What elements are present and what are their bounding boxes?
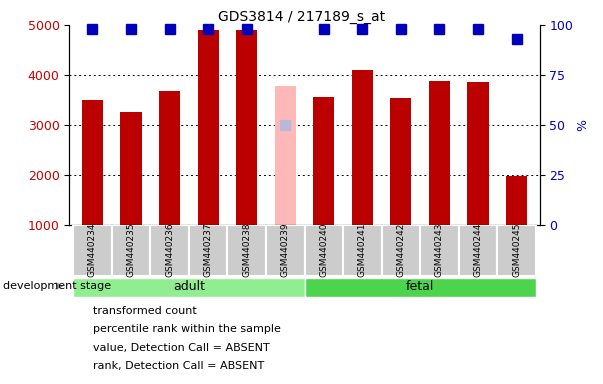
Text: GDS3814 / 217189_s_at: GDS3814 / 217189_s_at (218, 10, 385, 23)
FancyBboxPatch shape (227, 225, 266, 276)
Text: rank, Detection Call = ABSENT: rank, Detection Call = ABSENT (93, 361, 264, 371)
FancyBboxPatch shape (343, 225, 382, 276)
Text: GSM440241: GSM440241 (358, 222, 367, 277)
Bar (159, 91, 180, 225)
Text: GSM440236: GSM440236 (165, 222, 174, 277)
Bar (467, 83, 488, 225)
FancyBboxPatch shape (420, 225, 459, 276)
FancyBboxPatch shape (189, 225, 227, 276)
Bar (198, 30, 219, 225)
Bar (352, 70, 373, 225)
Bar (313, 97, 335, 225)
FancyBboxPatch shape (382, 225, 420, 276)
FancyBboxPatch shape (305, 278, 536, 296)
Text: GSM440239: GSM440239 (281, 222, 289, 277)
Text: value, Detection Call = ABSENT: value, Detection Call = ABSENT (93, 343, 270, 353)
FancyBboxPatch shape (112, 225, 150, 276)
Text: GSM440238: GSM440238 (242, 222, 251, 277)
Text: adult: adult (173, 280, 205, 293)
FancyBboxPatch shape (497, 225, 536, 276)
Text: fetal: fetal (406, 280, 434, 293)
Bar (236, 30, 257, 225)
Text: GSM440237: GSM440237 (204, 222, 213, 277)
FancyBboxPatch shape (73, 225, 112, 276)
Text: percentile rank within the sample: percentile rank within the sample (93, 324, 280, 334)
Text: development stage: development stage (3, 281, 111, 291)
Bar (506, 176, 527, 225)
Text: GSM440235: GSM440235 (127, 222, 136, 277)
Bar (390, 98, 411, 225)
Bar (429, 81, 450, 225)
FancyBboxPatch shape (150, 225, 189, 276)
FancyBboxPatch shape (266, 225, 305, 276)
Bar (82, 100, 103, 225)
Text: GSM440240: GSM440240 (320, 222, 328, 277)
FancyBboxPatch shape (73, 278, 305, 296)
Text: GSM440243: GSM440243 (435, 222, 444, 277)
Text: GSM440234: GSM440234 (88, 222, 97, 277)
Bar (121, 113, 142, 225)
Text: transformed count: transformed count (93, 306, 197, 316)
Text: GSM440244: GSM440244 (473, 222, 482, 277)
FancyBboxPatch shape (459, 225, 497, 276)
Text: GSM440245: GSM440245 (512, 222, 521, 277)
FancyBboxPatch shape (305, 225, 343, 276)
Y-axis label: %: % (576, 119, 589, 131)
Text: GSM440242: GSM440242 (396, 222, 405, 277)
Bar (274, 86, 296, 225)
